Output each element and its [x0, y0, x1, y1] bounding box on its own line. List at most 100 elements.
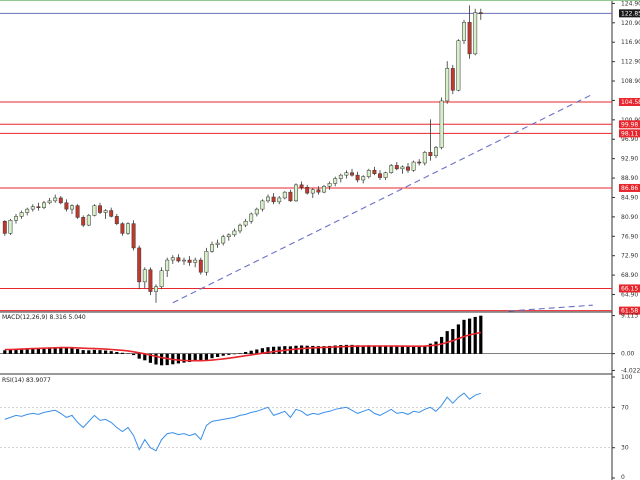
- candle-up: [383, 172, 388, 178]
- macd-bar: [361, 345, 365, 354]
- macd-bar: [42, 347, 46, 354]
- candle-down: [378, 173, 382, 178]
- macd-bar: [406, 346, 410, 354]
- candle-up: [126, 223, 130, 234]
- price-tick-label: 116.90: [621, 39, 640, 46]
- candle-up: [439, 100, 444, 148]
- macd-bar: [14, 349, 18, 354]
- macd-bar: [344, 344, 348, 354]
- price-tick-label: 112.90: [621, 59, 640, 66]
- candle-down: [36, 206, 41, 208]
- macd-bar: [412, 346, 416, 354]
- candle-up: [338, 174, 343, 179]
- macd-bar: [339, 345, 343, 354]
- macd-bar: [3, 350, 7, 354]
- candle-up: [47, 200, 52, 204]
- rsi-tick-label: 100: [621, 374, 633, 381]
- price-tick-label: 92.90: [621, 156, 638, 163]
- candle-up: [42, 202, 46, 208]
- macd-bar: [143, 353, 147, 361]
- candle-up: [456, 40, 461, 91]
- candle-up: [310, 189, 315, 194]
- macd-bar: [428, 343, 432, 354]
- candle-up: [92, 205, 97, 216]
- trendline: [172, 93, 594, 304]
- candle-up: [294, 184, 298, 202]
- candle-up: [260, 200, 265, 210]
- macd-bar: [255, 349, 259, 354]
- candle-up: [142, 269, 147, 283]
- candle-down: [198, 259, 203, 273]
- macd-tick-label: 0.00: [621, 351, 635, 358]
- macd-bar: [384, 346, 388, 354]
- macd-bar: [59, 347, 63, 354]
- macd-bar: [8, 349, 12, 354]
- macd-bar: [48, 347, 52, 354]
- price-tick-label: 84.90: [621, 194, 638, 201]
- trendline: [508, 304, 593, 312]
- candle-up: [389, 165, 394, 173]
- candle-down: [428, 152, 433, 156]
- trendlines: [172, 93, 594, 312]
- macd-bar: [238, 353, 242, 354]
- current-price-label: 122.85: [621, 10, 640, 17]
- macd-label: MACD(12,26,9) 8.316 5.040: [2, 314, 86, 321]
- macd-bar: [92, 349, 96, 354]
- candle-up: [154, 286, 158, 292]
- candle-up: [215, 242, 220, 245]
- price-tick-label: 96.90: [621, 136, 638, 143]
- rsi-tick-label: 30: [621, 445, 629, 452]
- macd-panel: [0, 313, 612, 373]
- candle-up: [8, 220, 13, 234]
- macd-signal-line: [4, 331, 481, 362]
- candle-down: [109, 210, 114, 217]
- candle-down: [299, 184, 304, 188]
- macd-bar: [316, 346, 320, 354]
- macd-bar: [204, 353, 208, 360]
- price-panel: [0, 0, 612, 311]
- candle-up: [249, 213, 254, 222]
- macd-bar: [81, 350, 85, 354]
- macd-bar: [423, 345, 427, 354]
- macd-bar: [244, 351, 248, 354]
- macd-bar: [249, 350, 253, 354]
- macd-bar: [400, 346, 404, 354]
- level-badge-label: 61.58: [621, 308, 638, 315]
- rsi-series-line: [4, 392, 481, 452]
- macd-bar: [160, 353, 164, 366]
- candle-down: [58, 197, 63, 204]
- candle-up: [204, 251, 209, 273]
- macd-bar: [350, 344, 354, 354]
- macd-bar: [473, 316, 477, 354]
- macd-bar: [188, 353, 192, 362]
- rsi-label: RSI(14) 83.9077: [2, 377, 51, 384]
- candle-down: [75, 205, 80, 218]
- candle-up: [411, 161, 416, 171]
- level-badge-label: 86.86: [621, 185, 638, 192]
- candle-down: [406, 166, 410, 171]
- candle-up: [333, 178, 338, 184]
- candle-down: [187, 259, 192, 263]
- candle-down: [355, 174, 360, 181]
- level-badge-label: 104.58: [621, 99, 640, 106]
- macd-bar: [25, 348, 29, 354]
- macd-bar: [70, 348, 74, 354]
- macd-bar: [132, 353, 136, 356]
- macd-bar: [417, 346, 421, 354]
- candle-up: [282, 191, 287, 199]
- candle-down: [271, 196, 276, 203]
- level-badge-label: 66.15: [621, 285, 638, 292]
- price-tick-label: 76.90: [621, 233, 638, 240]
- candle-down: [467, 22, 472, 55]
- macd-bar: [266, 347, 270, 354]
- candle-up: [361, 176, 366, 181]
- candle-down: [131, 223, 136, 249]
- price-tick-label: 80.90: [621, 214, 638, 221]
- price-y-axis: 124.90120.90116.90112.90108.90104.90100.…: [612, 0, 640, 299]
- macd-bar: [232, 353, 236, 355]
- candle-down: [478, 12, 483, 14]
- rsi-y-axis: 100 70 30 0: [0, 374, 633, 480]
- price-tick-label: 88.90: [621, 175, 638, 182]
- candle-up: [327, 183, 332, 187]
